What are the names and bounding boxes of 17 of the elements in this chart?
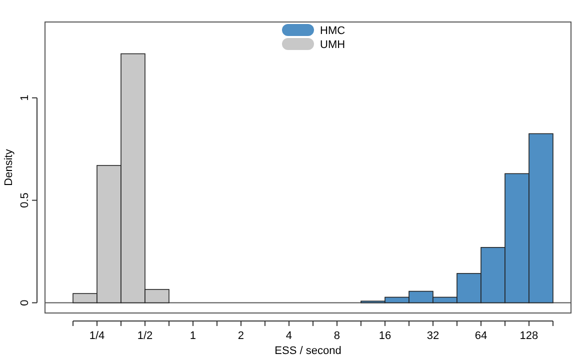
x-tick-label: 1/4: [89, 330, 105, 342]
x-tick-label: 1/2: [137, 330, 153, 342]
legend-label: UMH: [320, 39, 346, 51]
x-tick-label: 128: [520, 330, 538, 342]
x-tick-label: 16: [378, 330, 392, 342]
y-tick-label: 0: [19, 300, 31, 306]
x-tick-label: 32: [426, 330, 440, 342]
x-tick-label: 64: [474, 330, 488, 342]
x-tick-label: 1: [190, 330, 196, 342]
x-tick-label: 8: [334, 330, 340, 342]
y-tick-label: 1: [19, 94, 31, 101]
legend-label: HMC: [320, 25, 346, 37]
y-axis-title: Density: [3, 148, 15, 186]
x-tick-label: 2: [238, 330, 244, 342]
x-axis-title: ESS / second: [274, 345, 342, 357]
y-tick-label: 0.5: [19, 192, 31, 208]
x-tick-label: 4: [286, 330, 292, 342]
